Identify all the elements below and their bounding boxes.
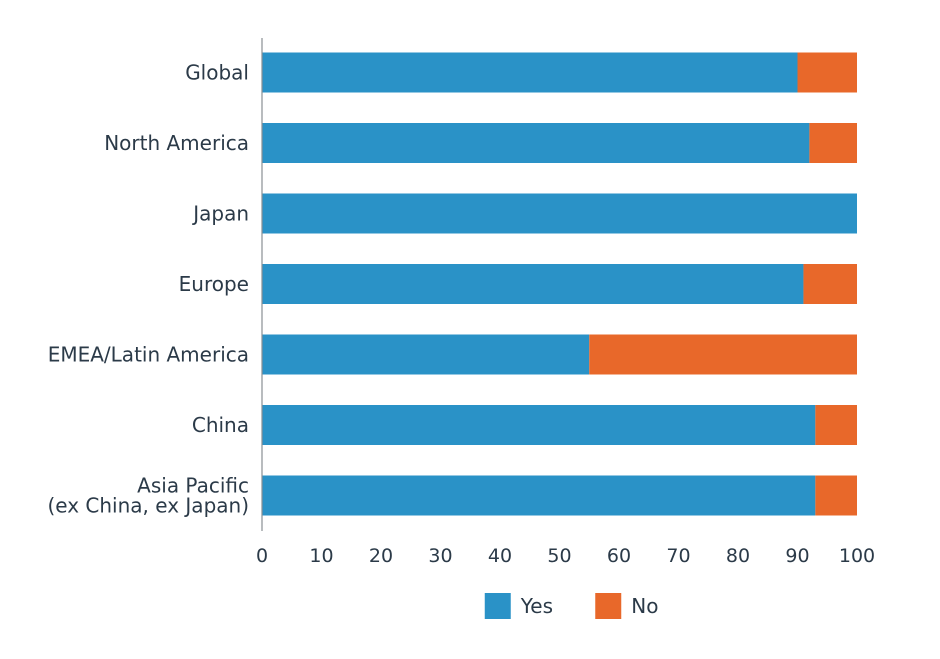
bar-yes-5 [262,405,816,445]
x-tick-label-80: 80 [726,545,750,567]
x-tick-label-20: 20 [369,545,393,567]
x-tick-label-70: 70 [666,545,690,567]
category-label-1: North America [104,131,249,155]
bar-yes-6 [262,475,816,516]
x-tick-label-10: 10 [309,545,333,567]
x-axis-ticks: 0 10 20 30 40 50 60 70 80 90 100 [256,545,875,567]
bar-no-6 [815,475,857,516]
bar-yes-3 [262,264,804,304]
bar-no-0 [797,52,857,93]
x-tick-label-0: 0 [256,545,268,567]
x-tick-label-60: 60 [607,545,631,567]
bar-yes-1 [262,123,810,163]
category-label-3: Europe [179,272,249,296]
bar-no-4 [589,334,857,375]
x-tick-label-90: 90 [785,545,809,567]
category-label-2: Japan [191,202,249,226]
bar-yes-2 [262,193,857,234]
category-label-5: China [192,413,249,437]
category-labels: Global North America Japan Europe EMEA/Latin… [47,61,249,518]
bar-yes-0 [262,52,798,93]
category-label-6-line-0: Asia Pacific [137,474,249,498]
bar-no-1 [809,123,857,163]
bar-no-3 [803,264,857,304]
legend-label-yes: Yes [520,594,553,618]
x-tick-label-40: 40 [488,545,512,567]
legend-swatch-yes [484,593,511,619]
category-label-6-line-1: (ex China, ex Japan) [47,494,249,518]
category-label-4: EMEA/Latin America [48,343,249,367]
legend: Yes No [484,593,658,619]
x-tick-label-50: 50 [547,545,571,567]
bar-yes-4 [262,334,590,375]
x-tick-label-30: 30 [428,545,452,567]
legend-swatch-no [595,593,622,619]
bar-no-5 [815,405,857,445]
bars-layer [262,52,857,516]
legend-label-no: No [631,594,658,618]
category-label-0: Global [185,61,249,85]
x-tick-label-100: 100 [839,545,875,567]
